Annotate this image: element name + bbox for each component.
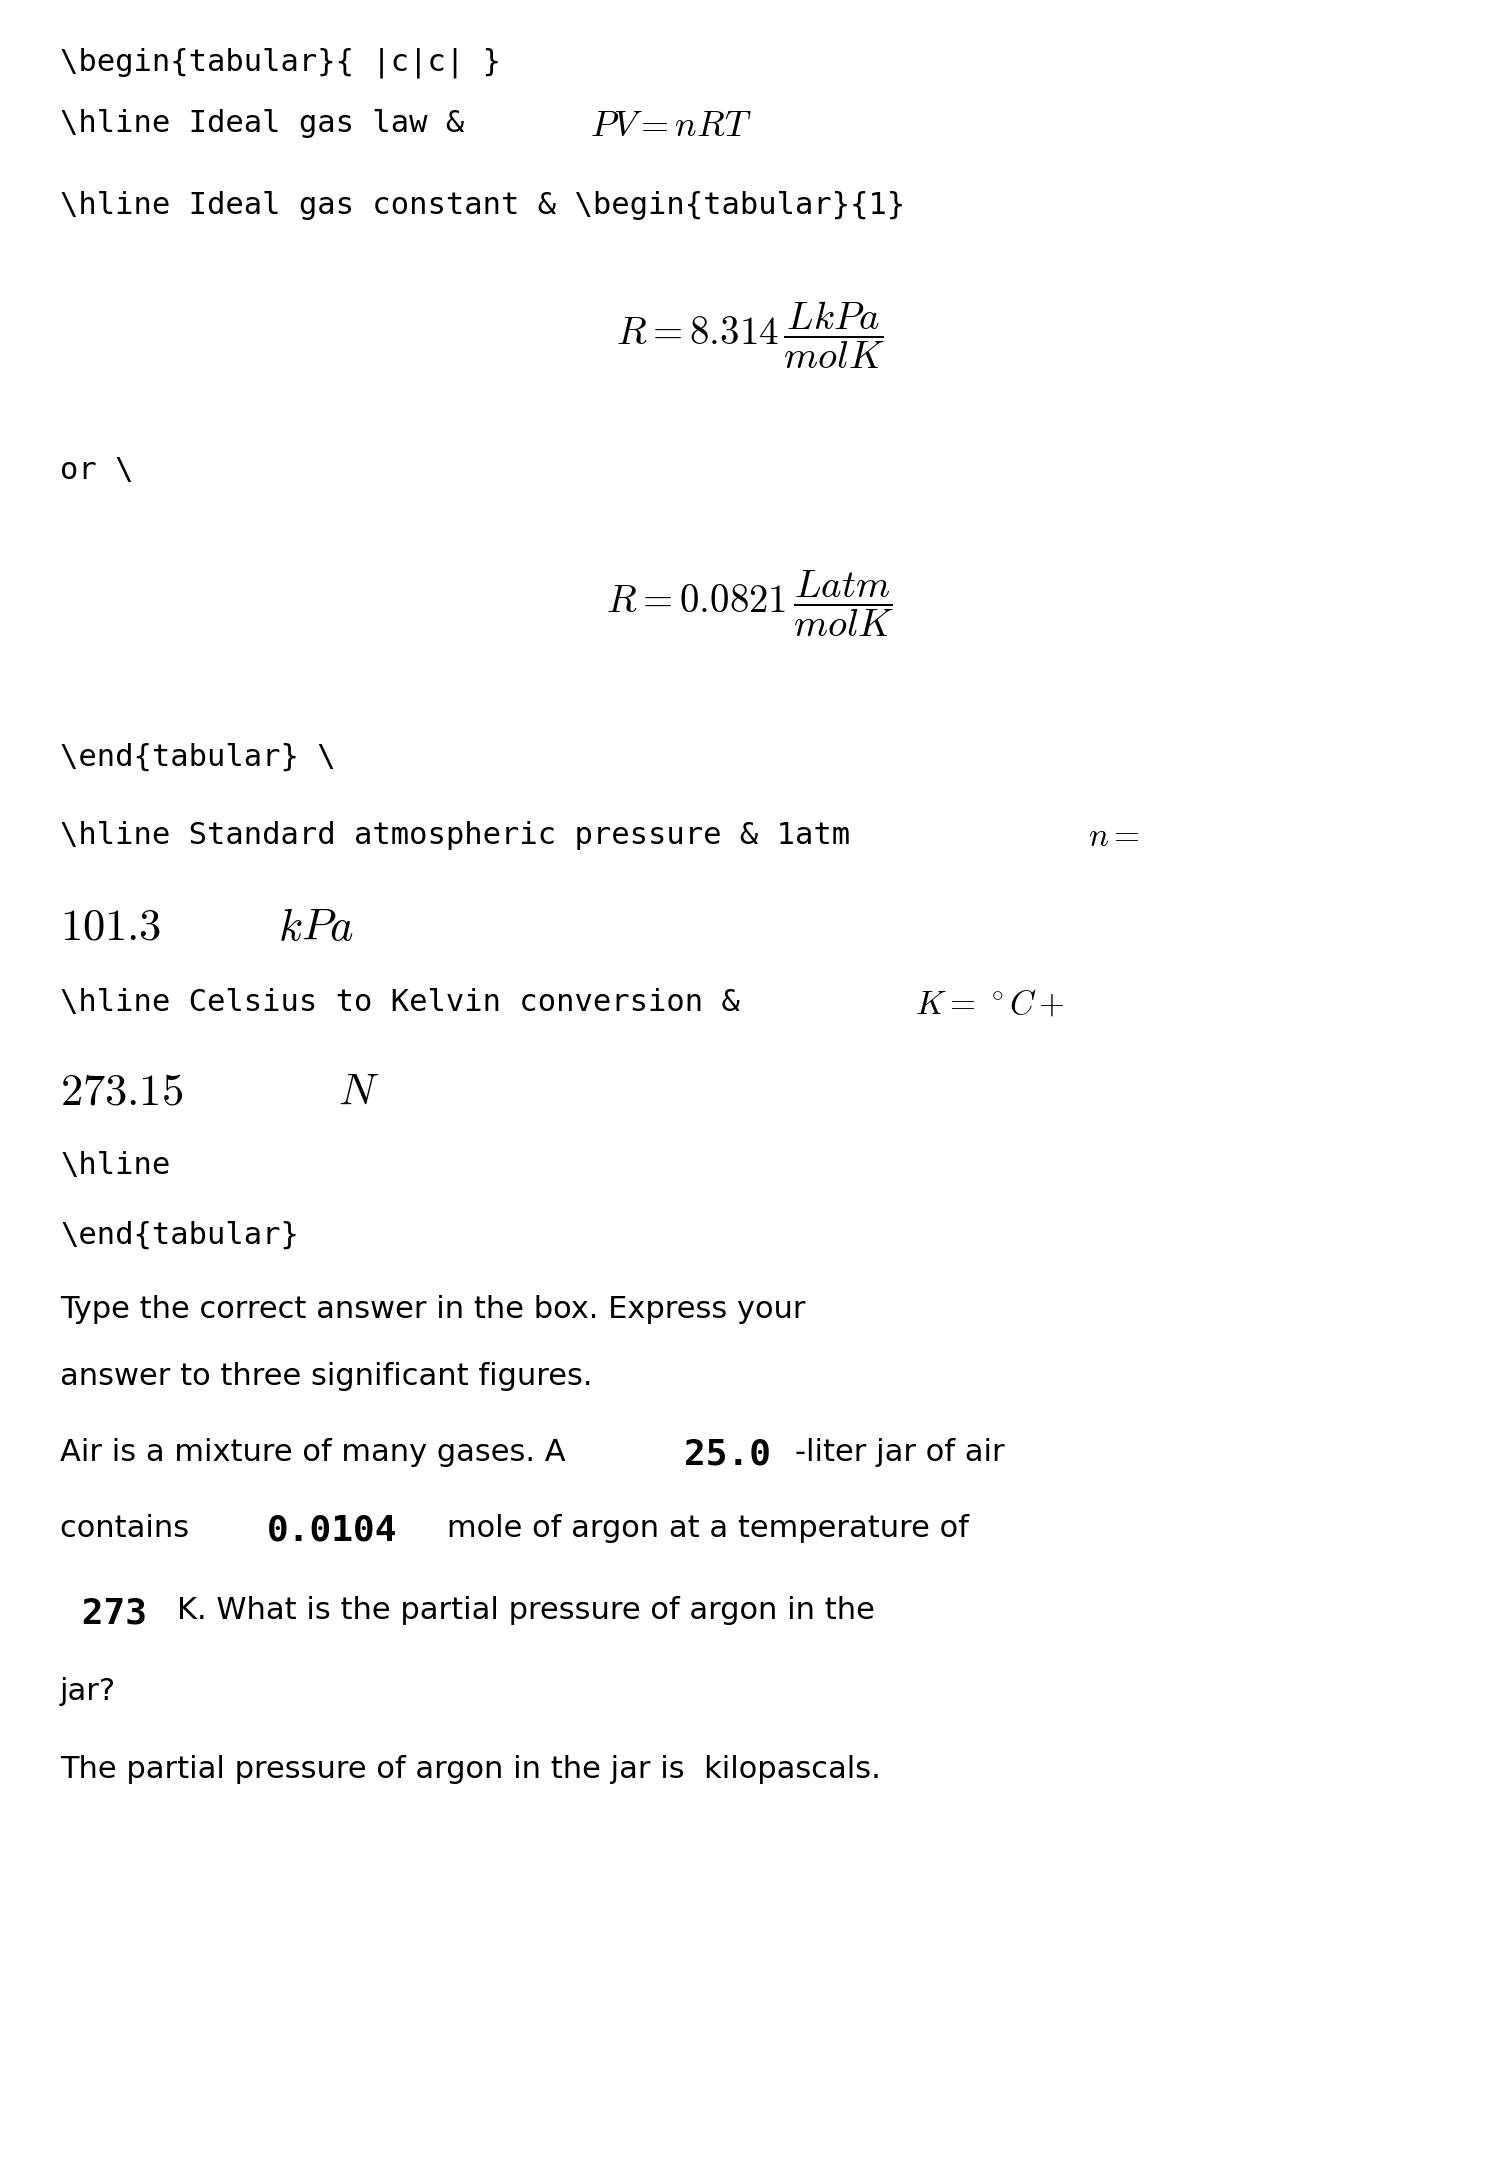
- Text: -liter jar of air: -liter jar of air: [795, 1438, 1005, 1466]
- Text: $R = 0.0821\,\dfrac{Latm}{molK}$: $R = 0.0821\,\dfrac{Latm}{molK}$: [606, 569, 894, 639]
- Text: Type the correct answer in the box. Express your: Type the correct answer in the box. Expr…: [60, 1295, 806, 1323]
- Text: \begin{tabular}{ |c|c| }: \begin{tabular}{ |c|c| }: [60, 48, 501, 78]
- Text: $R = 8.314\,\dfrac{LkPa}{molK}$: $R = 8.314\,\dfrac{LkPa}{molK}$: [615, 300, 885, 371]
- Text: $K =\,{^\circ} C +$: $K =\,{^\circ} C +$: [915, 988, 1065, 1021]
- Text: \hline Standard atmospheric pressure & 1atm: \hline Standard atmospheric pressure & 1…: [60, 821, 868, 849]
- Text: answer to three significant figures.: answer to three significant figures.: [60, 1362, 592, 1390]
- Text: jar?: jar?: [60, 1677, 116, 1705]
- Text: mole of argon at a temperature of: mole of argon at a temperature of: [447, 1514, 969, 1542]
- Text: \hline Celsius to Kelvin conversion &: \hline Celsius to Kelvin conversion &: [60, 988, 758, 1016]
- Text: \end{tabular} \: \end{tabular} \: [60, 743, 336, 771]
- Text: $n =$: $n =$: [1088, 821, 1140, 854]
- Text: $PV = nRT$: $PV = nRT$: [590, 109, 752, 143]
- Text: \hline Ideal gas constant & \begin{tabular}{1}: \hline Ideal gas constant & \begin{tabul…: [60, 191, 904, 219]
- Text: $\mathbf{273.15}$: $\mathbf{273.15}$: [60, 1071, 183, 1114]
- Text: $\mathit{N}$: $\mathit{N}$: [338, 1071, 380, 1114]
- Text: K. What is the partial pressure of argon in the: K. What is the partial pressure of argon…: [177, 1596, 874, 1625]
- Text: 25.0: 25.0: [684, 1438, 771, 1473]
- Text: \end{tabular}: \end{tabular}: [60, 1221, 298, 1249]
- Text: The partial pressure of argon in the jar is  kilopascals.: The partial pressure of argon in the jar…: [60, 1755, 880, 1783]
- Text: Air is a mixture of many gases. A: Air is a mixture of many gases. A: [60, 1438, 576, 1466]
- Text: \hline Ideal gas law &: \hline Ideal gas law &: [60, 109, 483, 137]
- Text: $\mathit{kPa}$: $\mathit{kPa}$: [278, 906, 354, 949]
- Text: 273: 273: [60, 1596, 168, 1631]
- Text: 0.0104: 0.0104: [267, 1514, 398, 1549]
- Text: or \: or \: [60, 456, 134, 484]
- Text: \hline: \hline: [60, 1151, 170, 1179]
- Text: $\mathbf{101.3}$: $\mathbf{101.3}$: [60, 906, 162, 949]
- Text: contains: contains: [60, 1514, 200, 1542]
